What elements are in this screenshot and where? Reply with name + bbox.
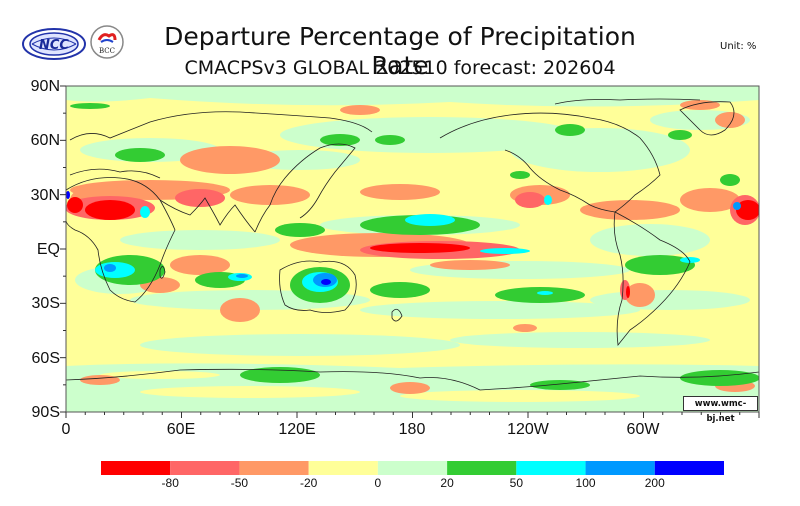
colorbar-swatch bbox=[585, 461, 655, 475]
website-credit: www.wmc-bj.net bbox=[683, 396, 758, 424]
colorbar-swatch bbox=[377, 461, 448, 475]
colorbar-label: 50 bbox=[509, 476, 524, 490]
colorbar-swatch bbox=[654, 461, 724, 475]
y-tick-label-90s: 90S bbox=[31, 404, 60, 421]
x-tick-label-120w: 120W bbox=[507, 421, 549, 438]
y-tick-label-eq: EQ bbox=[36, 241, 60, 258]
colorbar-label: 200 bbox=[644, 476, 665, 490]
colorbar-swatch bbox=[239, 461, 309, 475]
colorbar-swatch bbox=[170, 461, 240, 475]
colorbar-label: -20 bbox=[299, 476, 318, 490]
x-tick-label-60w: 60W bbox=[626, 421, 660, 438]
y-tick-label-30n: 30N bbox=[30, 187, 60, 204]
x-tick-label-0: 0 bbox=[61, 421, 71, 438]
bcc-logo: BCC bbox=[90, 25, 124, 59]
colorbar-label: -50 bbox=[230, 476, 249, 490]
colorbar-label: 0 bbox=[374, 476, 382, 490]
ncc-logo-text: NCC bbox=[39, 38, 69, 53]
y-tick-label-60s: 60S bbox=[31, 350, 60, 367]
colorbar-swatch bbox=[308, 461, 378, 475]
ncc-logo: NCC bbox=[22, 28, 86, 60]
chart-title: Departure Percentage of Precipitation Ra… bbox=[164, 22, 636, 80]
chart-subtitle: CMACPSv3 GLOBAL 202510 forecast: 202604 bbox=[184, 57, 616, 79]
colorbar-label: 20 bbox=[440, 476, 454, 490]
colorbar-label: -80 bbox=[161, 476, 179, 490]
colorbar-swatch bbox=[101, 461, 171, 475]
y-tick-label-30s: 30S bbox=[31, 295, 60, 312]
map-field bbox=[66, 86, 759, 412]
colorbar-label: 100 bbox=[575, 476, 596, 490]
x-tick-label-120e: 120E bbox=[278, 421, 316, 438]
colorbar-swatch bbox=[516, 461, 586, 475]
x-tick-label-180: 180 bbox=[398, 421, 426, 438]
coastlines bbox=[66, 98, 759, 391]
axis-ticks bbox=[60, 85, 760, 418]
colorbar-swatch bbox=[447, 461, 517, 475]
x-tick-label-60e: 60E bbox=[166, 421, 196, 438]
y-tick-label-60n: 60N bbox=[30, 132, 60, 149]
y-tick-label-90n: 90N bbox=[30, 78, 60, 95]
unit-label: Unit: % bbox=[720, 41, 757, 52]
bcc-logo-text: BCC bbox=[99, 47, 115, 55]
